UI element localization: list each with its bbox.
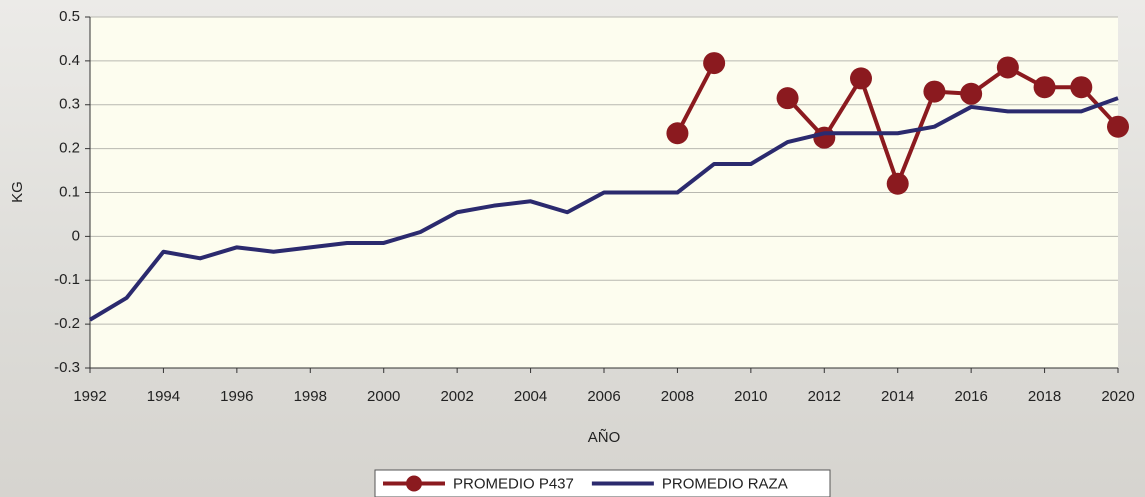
- x-tick-label: 2016: [954, 388, 987, 405]
- marker: [1070, 76, 1093, 99]
- x-tick-label: 2012: [808, 388, 841, 405]
- legend-label: PROMEDIO RAZA: [662, 475, 788, 492]
- x-tick-label: 1994: [147, 388, 180, 405]
- series-line: [675, 62, 1120, 186]
- y-tick-label: 0.1: [59, 183, 80, 200]
- marker: [813, 126, 836, 149]
- y-tick-label: 0.3: [59, 96, 80, 113]
- marker: [923, 80, 946, 103]
- x-tick-label: 2002: [440, 388, 473, 405]
- x-tick-label: 1992: [73, 388, 106, 405]
- y-tick-label: -0.1: [54, 271, 80, 288]
- y-tick-label: 0.2: [59, 140, 80, 157]
- marker: [850, 67, 872, 90]
- marker: [996, 56, 1019, 79]
- y-tick-label: 0: [72, 227, 80, 244]
- legend-marker: [406, 475, 422, 492]
- y-tick-label: -0.2: [54, 315, 80, 332]
- marker: [1107, 115, 1129, 138]
- x-tick-label: 2004: [514, 388, 547, 405]
- marker: [960, 82, 983, 105]
- marker: [886, 172, 909, 195]
- series-line: [88, 96, 1119, 322]
- x-tick-label: 2000: [367, 388, 400, 405]
- y-tick-label: -0.3: [54, 359, 80, 376]
- x-tick-label: 2006: [587, 388, 620, 405]
- x-tick-label: 1996: [220, 388, 253, 405]
- x-tick-label: 1998: [294, 388, 327, 405]
- x-axis-title: AÑO: [588, 429, 621, 446]
- marker: [1033, 76, 1056, 99]
- x-tick-label: 2018: [1028, 388, 1061, 405]
- x-tick-label: 2020: [1101, 388, 1134, 405]
- y-tick-label: 0.4: [59, 52, 80, 69]
- marker: [776, 87, 799, 110]
- legend-box: [374, 469, 831, 497]
- legend-label: PROMEDIO P437: [453, 475, 574, 492]
- x-tick-label: 2008: [661, 388, 694, 405]
- marker: [666, 122, 689, 145]
- x-tick-label: 2010: [734, 388, 767, 405]
- marker: [703, 52, 726, 75]
- x-tick-label: 2014: [881, 388, 914, 405]
- y-tick-label: 0.5: [59, 8, 80, 25]
- y-axis-title: KG: [9, 181, 26, 203]
